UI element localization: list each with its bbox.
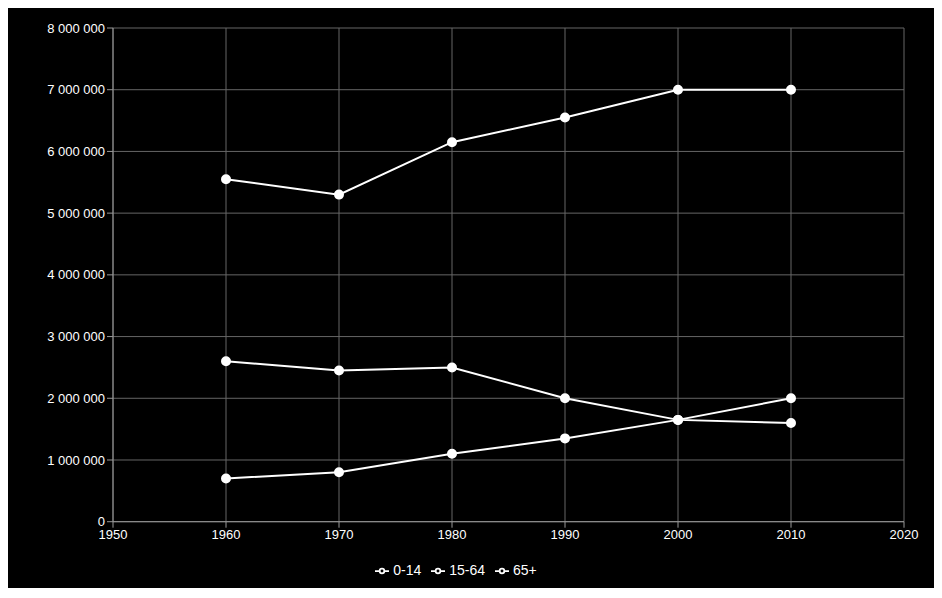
svg-text:6 000 000: 6 000 000 bbox=[47, 144, 105, 159]
svg-text:1990: 1990 bbox=[551, 527, 580, 542]
html-text:0-14: 0-14 bbox=[393, 561, 422, 578]
svg-text:8 000 000: 8 000 000 bbox=[47, 21, 105, 36]
svg-text:7 000 000: 7 000 000 bbox=[47, 82, 105, 97]
html-text:15-64: 15-64 bbox=[449, 561, 485, 578]
svg-text:2010: 2010 bbox=[777, 527, 806, 542]
svg-text:0: 0 bbox=[98, 514, 105, 529]
svg-text:2 000 000: 2 000 000 bbox=[47, 391, 105, 406]
html-text:65+: 65+ bbox=[513, 561, 537, 578]
svg-text:1960: 1960 bbox=[212, 527, 241, 542]
svg-text:1980: 1980 bbox=[438, 527, 467, 542]
svg-text:1970: 1970 bbox=[325, 527, 354, 542]
svg-text:5 000 000: 5 000 000 bbox=[47, 206, 105, 221]
svg-text:1 000 000: 1 000 000 bbox=[47, 453, 105, 468]
svg-text:2020: 2020 bbox=[890, 527, 919, 542]
svg-text:3 000 000: 3 000 000 bbox=[47, 329, 105, 344]
svg-text:2000: 2000 bbox=[664, 527, 693, 542]
svg-text:1950: 1950 bbox=[98, 526, 128, 542]
svg-text:4 000 000: 4 000 000 bbox=[47, 267, 105, 282]
